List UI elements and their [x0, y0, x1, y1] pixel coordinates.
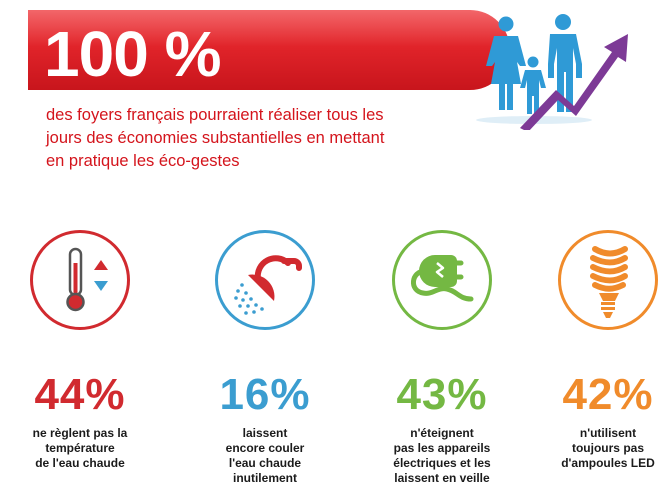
icon-circle [215, 230, 315, 330]
stat-description: ne règlent pas la température de l'eau c… [0, 426, 160, 471]
icon-circle [558, 230, 658, 330]
stat-description: laissent encore couler l'eau chaude inut… [185, 426, 345, 486]
stat-description-line: l'eau chaude [228, 456, 302, 470]
stat-description-line: n'utilisent [579, 426, 637, 440]
stat-description-line: laissent [242, 426, 288, 440]
headline-subtitle: des foyers français pourraient réaliser … [46, 104, 466, 173]
thermometer-icon [66, 247, 108, 312]
stat-description-line: toujours pas [571, 441, 644, 455]
stat-description: n'éteignent pas les appareils électrique… [362, 426, 522, 486]
stat-percent: 44% [34, 370, 126, 419]
plug-icon [411, 255, 474, 302]
stat-description-line: électriques et les [393, 456, 491, 470]
shower-icon [234, 255, 302, 315]
stat-description-line: inutilement [232, 471, 297, 485]
header-banner [28, 10, 510, 90]
stat-description-line: de l'eau chaude [35, 456, 125, 470]
subtitle-line: jours des économies substantielles en me… [46, 129, 385, 147]
stat-description-line: pas les appareils [393, 441, 491, 455]
stat-description-line: température [45, 441, 115, 455]
stat-percent: 16% [219, 370, 311, 419]
light-bulb-icon [590, 246, 628, 318]
family-growth-icon [476, 14, 628, 130]
stat-description-line: n'éteignent [410, 426, 474, 440]
subtitle-line: en pratique les éco-gestes [46, 152, 240, 170]
stat-description-line: ne règlent pas la [32, 426, 128, 440]
subtitle-line: des foyers français pourraient réaliser … [46, 106, 384, 124]
icon-circle [30, 230, 130, 330]
stat-percent: 43% [396, 370, 488, 419]
stat-description-line: laissent en veille [394, 471, 490, 485]
stat-description-line: encore couler [225, 441, 305, 455]
headline-percent: 100 % [44, 18, 221, 90]
stat-description: n'utilisent toujours pas d'ampoules LED [528, 426, 672, 471]
stat-description-line: d'ampoules LED [561, 456, 655, 470]
stat-percent: 42% [562, 370, 654, 419]
icon-circle [392, 230, 492, 330]
